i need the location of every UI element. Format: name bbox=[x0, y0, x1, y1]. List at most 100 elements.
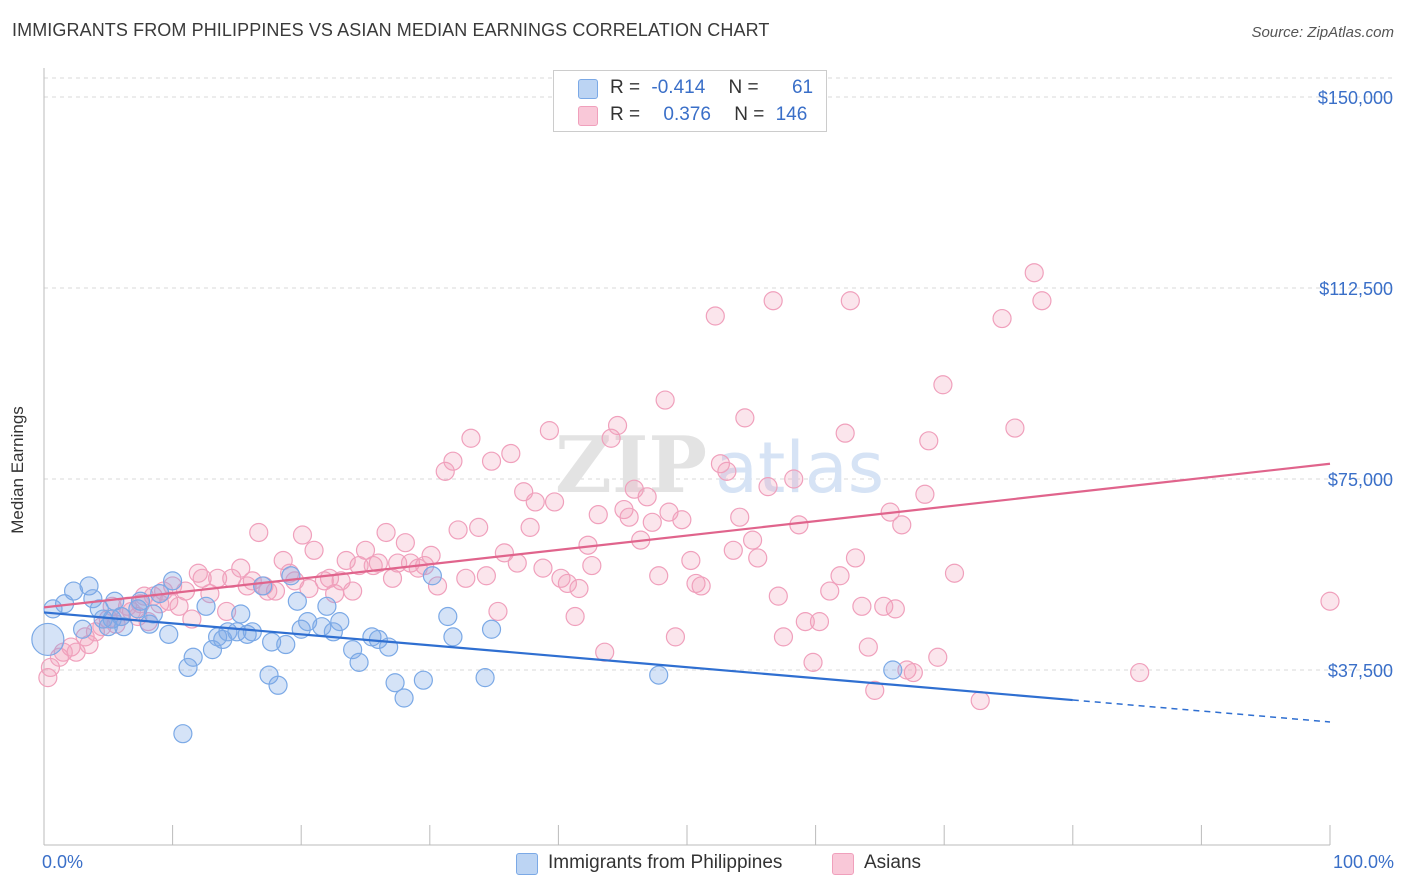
data-point-asians bbox=[655, 390, 675, 410]
data-point-asians bbox=[649, 566, 669, 586]
data-point-asians bbox=[588, 505, 608, 525]
data-point-asians bbox=[992, 308, 1012, 329]
chart-title: IMMIGRANTS FROM PHILIPPINES VS ASIAN MED… bbox=[12, 20, 770, 40]
legend-label-philippines: Immigrants from Philippines bbox=[548, 852, 783, 873]
data-point-immigrants-from-philippines bbox=[649, 665, 669, 685]
data-point-asians bbox=[507, 553, 527, 573]
data-point-asians bbox=[858, 637, 878, 657]
watermark-atlas: atlas bbox=[715, 427, 884, 509]
data-point-immigrants-from-philippines bbox=[317, 596, 337, 616]
data-point-asians bbox=[665, 627, 686, 647]
data-point-immigrants-from-philippines bbox=[202, 640, 223, 660]
data-point-asians bbox=[427, 576, 448, 596]
data-point-immigrants-from-philippines bbox=[443, 627, 463, 647]
data-point-immigrants-from-philippines bbox=[276, 634, 296, 655]
data-point-asians bbox=[607, 415, 628, 436]
y-tick-label: $150,000 bbox=[1318, 88, 1393, 108]
data-point-asians bbox=[443, 451, 463, 471]
data-point-immigrants-from-philippines bbox=[173, 724, 193, 744]
data-point-asians bbox=[544, 492, 565, 512]
data-point-immigrants-from-philippines bbox=[298, 612, 318, 632]
y-tick-label: $37,500 bbox=[1328, 661, 1393, 681]
data-point-immigrants-from-philippines bbox=[196, 596, 216, 616]
data-point-immigrants-from-philippines bbox=[159, 624, 179, 644]
data-point-asians bbox=[773, 627, 794, 647]
data-point-asians bbox=[488, 601, 508, 622]
watermark: ZIP atlas bbox=[555, 420, 884, 511]
data-point-asians bbox=[501, 443, 521, 464]
legend-n-value: 146 bbox=[775, 104, 808, 125]
data-point-asians bbox=[299, 578, 319, 599]
data-point-immigrants-from-philippines bbox=[143, 604, 163, 624]
data-point-asians bbox=[885, 599, 905, 619]
series-asians bbox=[38, 263, 1340, 711]
legend-r-label: R = bbox=[610, 104, 641, 125]
data-point-asians bbox=[730, 507, 750, 527]
data-point-asians bbox=[188, 563, 208, 583]
legend-label-asians: Asians bbox=[864, 852, 922, 873]
data-point-asians bbox=[735, 408, 755, 428]
data-point-asians bbox=[809, 612, 830, 632]
data-point-asians bbox=[376, 522, 396, 543]
watermark-zip: ZIP bbox=[555, 420, 707, 511]
legend-swatch-blue bbox=[516, 853, 538, 875]
data-point-asians bbox=[1032, 291, 1052, 311]
data-point-asians bbox=[1130, 662, 1150, 683]
data-point-asians bbox=[469, 517, 489, 537]
data-point-asians bbox=[355, 540, 376, 560]
data-point-immigrants-from-philippines bbox=[438, 606, 458, 627]
data-point-asians bbox=[192, 568, 212, 588]
data-point-immigrants-from-philippines bbox=[231, 604, 251, 624]
data-point-asians bbox=[723, 540, 743, 560]
source-credit: Source: ZipAtlas.com bbox=[1251, 24, 1394, 41]
data-point-asians bbox=[292, 525, 313, 545]
trend-lines bbox=[43, 462, 1331, 723]
data-point-immigrants-from-philippines bbox=[128, 599, 148, 619]
axes bbox=[43, 68, 1331, 846]
data-point-asians bbox=[928, 647, 948, 667]
data-point-immigrants-from-philippines bbox=[481, 619, 502, 639]
legend-r-value: 0.376 bbox=[663, 104, 711, 125]
data-point-asians bbox=[476, 566, 496, 586]
data-point-immigrants-from-philippines bbox=[183, 647, 203, 667]
data-point-asians bbox=[865, 680, 885, 700]
legend-swatch-pink bbox=[832, 853, 854, 875]
data-point-immigrants-from-philippines bbox=[63, 581, 84, 601]
data-point-asians bbox=[557, 573, 578, 594]
data-point-asians bbox=[852, 596, 872, 616]
data-point-asians bbox=[448, 520, 468, 540]
data-point-asians bbox=[435, 461, 455, 481]
data-point-asians bbox=[903, 662, 923, 683]
data-point-asians bbox=[892, 515, 912, 535]
y-tick-label: $75,000 bbox=[1328, 470, 1393, 490]
data-point-asians bbox=[840, 291, 860, 311]
legend-swatch-blue bbox=[578, 79, 598, 99]
data-point-immigrants-from-philippines bbox=[349, 652, 369, 672]
legend-r-value: -0.414 bbox=[651, 77, 706, 98]
data-point-immigrants-from-philippines bbox=[72, 619, 93, 639]
data-point-immigrants-from-philippines bbox=[475, 668, 495, 688]
data-point-asians bbox=[944, 563, 965, 583]
legend-r-label: R = bbox=[610, 77, 641, 98]
data-point-asians bbox=[748, 548, 768, 568]
data-point-asians bbox=[915, 484, 935, 504]
data-point-immigrants-from-philippines bbox=[253, 576, 273, 596]
data-point-immigrants-from-philippines bbox=[281, 566, 301, 586]
data-point-asians bbox=[642, 512, 662, 532]
data-point-immigrants-from-philippines bbox=[413, 670, 433, 690]
data-point-asians bbox=[784, 469, 804, 489]
data-point-immigrants-from-philippines bbox=[262, 632, 282, 652]
data-point-asians bbox=[421, 545, 441, 566]
data-point-asians bbox=[803, 652, 823, 672]
data-point-asians bbox=[835, 423, 855, 443]
data-point-asians bbox=[595, 642, 615, 662]
data-point-immigrants-from-philippines bbox=[79, 576, 99, 596]
data-point-asians bbox=[217, 601, 237, 622]
data-point-asians bbox=[933, 375, 953, 395]
data-point-immigrants-from-philippines bbox=[422, 566, 442, 586]
data-point-asians bbox=[681, 550, 701, 571]
legend-n-label: N = bbox=[728, 77, 759, 98]
data-point-asians bbox=[742, 530, 763, 550]
data-point-asians bbox=[551, 568, 571, 588]
data-point-immigrants-from-philippines bbox=[31, 622, 65, 657]
